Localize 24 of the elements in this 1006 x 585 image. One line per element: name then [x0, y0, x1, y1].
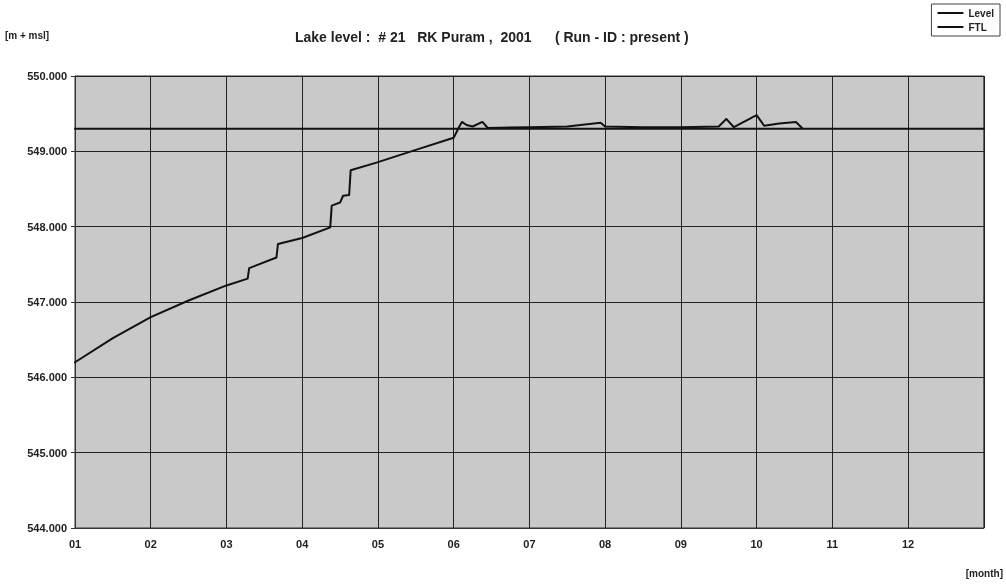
y-tick-label: 550.000	[27, 70, 67, 82]
x-tick-label: 10	[750, 537, 763, 550]
y-tick-label: 545.000	[27, 446, 67, 459]
x-tick-label: 04	[296, 537, 310, 550]
x-tick-label: 08	[599, 537, 612, 550]
legend-label: Level	[968, 7, 995, 19]
x-tick-label: 09	[674, 537, 687, 550]
x-tick-label: 12	[901, 537, 915, 550]
y-tick-label: 544.000	[27, 522, 67, 534]
x-tick-label: 03	[220, 537, 233, 550]
y-tick-label: 547.000	[27, 296, 67, 308]
x-tick-label: 06	[447, 537, 460, 550]
legend-label: FTL	[968, 21, 987, 33]
chart-title: Lake level : # 21 RK Puram , 2001 ( Run - ID : present )	[295, 29, 689, 45]
x-tick-label: 07	[523, 537, 536, 550]
x-tick-label: 01	[68, 537, 82, 550]
x-tick-label: 11	[826, 537, 839, 550]
y-tick-label: 548.000	[27, 220, 67, 233]
y-axis-title: [m + msl]	[5, 29, 50, 41]
y-tick-label: 546.000	[27, 371, 67, 384]
y-tick-label: 549.000	[27, 145, 67, 158]
x-axis-title: [month]	[965, 567, 1004, 579]
x-tick-label: 05	[371, 537, 385, 550]
x-tick-label: 02	[144, 537, 157, 550]
